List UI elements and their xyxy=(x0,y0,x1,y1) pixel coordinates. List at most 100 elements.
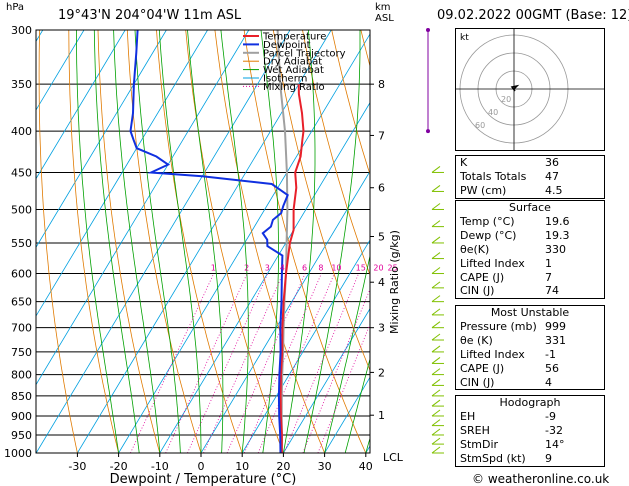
pressure-tick-label: 700 xyxy=(11,322,32,335)
wind-barb xyxy=(431,379,441,386)
mixing-ratio-line xyxy=(257,273,335,453)
hodograph-trace xyxy=(510,84,520,92)
hodograph: kt 20 40 60 xyxy=(455,28,605,151)
legend-entry: Wet Adiabat xyxy=(263,65,324,76)
index-label: Totals Totals xyxy=(460,169,527,183)
x-tick-label: -10 xyxy=(151,460,169,473)
km-tick-label: 7 xyxy=(378,129,385,142)
wind-barb xyxy=(431,203,441,210)
isotherm-line xyxy=(36,30,85,111)
pressure-tick-label: 450 xyxy=(11,166,32,179)
km-asl-label: km ASL xyxy=(375,2,394,24)
wet-adiabat-line xyxy=(283,30,316,453)
dry-adiabat-line xyxy=(331,30,370,176)
hodograph-stats-title: Hodograph xyxy=(499,396,561,409)
hodo-stat-value: -32 xyxy=(545,423,563,437)
surface-label: θe(K) xyxy=(460,242,490,256)
hodo-stat-label: EH xyxy=(460,409,476,423)
x-tick-label: 10 xyxy=(235,460,249,473)
mixing-ratio-line xyxy=(283,273,359,453)
mixing-ratio-label: 3 xyxy=(265,264,270,273)
isotherm-line xyxy=(0,30,2,453)
wind-barb xyxy=(431,345,441,353)
wind-barb xyxy=(431,281,441,289)
pressure-tick-label: 650 xyxy=(11,296,32,309)
mu-row: CIN (J) 4 xyxy=(456,376,604,390)
wet-adiabat-line xyxy=(324,254,370,453)
surface-row: Lifted Index 1 xyxy=(456,257,604,271)
wet-adiabat-line xyxy=(76,30,119,453)
dry-adiabat-line xyxy=(302,30,370,277)
mixing-ratio-line xyxy=(243,273,322,453)
datetime-label: 09.02.2022 00GMT (Base: 12) xyxy=(437,8,629,23)
pressure-tick-label: 800 xyxy=(11,369,32,382)
mixing-ratio-label: 6 xyxy=(302,264,307,273)
km-tick-label: 3 xyxy=(378,322,385,335)
wet-adiabat-line xyxy=(303,30,361,453)
mixing-ratio-label: 20 xyxy=(373,264,383,273)
pressure-unit-label: hPa xyxy=(6,2,25,13)
wet-adiabat-line xyxy=(113,30,161,453)
x-tick-label: 20 xyxy=(276,460,290,473)
pressure-tick-label: 600 xyxy=(11,268,32,281)
wind-barb xyxy=(431,185,441,192)
isotherm-line xyxy=(36,30,291,453)
wet-adiabat-line xyxy=(260,30,279,453)
surface-row: Temp (°C) 19.6 xyxy=(456,215,604,229)
wind-barb xyxy=(431,437,441,445)
mixing-ratio-label: 1 xyxy=(211,264,216,273)
mu-row: Lifted Index -1 xyxy=(456,348,604,362)
wind-barb xyxy=(431,368,441,376)
wind-barb xyxy=(431,357,441,364)
most-unstable-panel: Most Unstable Pressure (mb) 999 θe (K) 331 L… xyxy=(455,305,605,391)
wind-barb xyxy=(431,295,441,303)
legend-entry: Temperature xyxy=(262,32,326,43)
legend-entry: Dry Adiabat xyxy=(263,57,322,68)
hodograph-stats-panel: Hodograph EH -9 SREH -32 StmDir 14° StmSpd (kt… xyxy=(455,395,605,467)
legend-entry: Isotherm xyxy=(263,74,307,85)
mu-row: Pressure (mb) 999 xyxy=(456,320,604,334)
legend-entry: Parcel Trajectory xyxy=(263,48,346,59)
surface-value: 19.6 xyxy=(545,214,570,228)
pressure-tick-label: 750 xyxy=(11,346,32,359)
pressure-tick-label: 550 xyxy=(11,237,32,250)
x-tick-label: -30 xyxy=(68,460,86,473)
index-row: K 36 xyxy=(456,156,604,170)
surface-title: Surface xyxy=(509,201,551,214)
pressure-tick-label: 850 xyxy=(11,390,32,403)
dry-adiabat-line xyxy=(156,30,243,453)
wind-barb xyxy=(431,389,441,397)
lcl-label: LCL xyxy=(383,451,404,464)
wind-barb xyxy=(431,446,441,454)
pressure-tick-label: 400 xyxy=(11,125,32,138)
mixing-ratio-line xyxy=(165,273,248,453)
temperature-line xyxy=(279,84,305,453)
km-tick-label: 6 xyxy=(378,182,385,195)
plot-frame xyxy=(35,29,371,454)
wind-barbs xyxy=(426,28,444,454)
surface-label: Temp (°C) xyxy=(460,214,515,228)
indices-panel: K 36 Totals Totals 47 PW (cm) 4.5 xyxy=(455,155,605,199)
dry-adiabat-line xyxy=(185,30,284,453)
hodo-stat-value: 9 xyxy=(545,451,552,465)
wet-adiabat-line xyxy=(187,30,224,453)
wind-barb xyxy=(431,308,441,316)
chart-axes: 1 2 3 4 6 8 10 15 20 2530035040045050055060065070… xyxy=(4,24,404,486)
index-value: 47 xyxy=(545,169,559,183)
station-label: 19°43'N 204°04'W 11m ASL xyxy=(58,8,242,23)
km-tick-label: 4 xyxy=(378,276,385,289)
mixing-ratio-line xyxy=(187,273,269,453)
chart-grid xyxy=(0,30,370,453)
wet-adiabat-line xyxy=(134,30,181,453)
x-tick-label: 40 xyxy=(359,460,373,473)
mu-value: -1 xyxy=(545,347,556,361)
wind-barb xyxy=(431,399,441,407)
pressure-tick-label: 300 xyxy=(11,24,32,37)
asl-label: ASL xyxy=(375,13,394,24)
x-axis-label: Dewpoint / Temperature (°C) xyxy=(110,472,297,486)
x-tick-label: 30 xyxy=(318,460,332,473)
surface-label: Dewp (°C) xyxy=(460,228,517,242)
wind-barb xyxy=(431,220,441,228)
pressure-tick-label: 950 xyxy=(11,429,32,442)
